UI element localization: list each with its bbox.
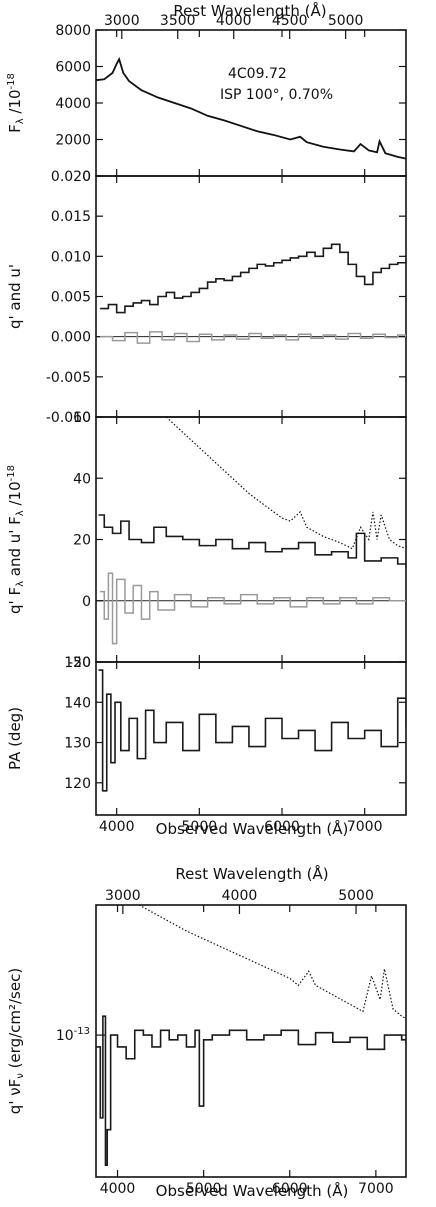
flux-panel: 3000 3500 4000 4500 5000 0 2000 4000 6000 8000 Fλ​… (6, 13, 407, 185)
x-tick-label: 7000 (347, 819, 383, 835)
series-line-0 (98, 669, 406, 792)
y-tick-label: 0 (82, 169, 91, 185)
y-axis-title: q' Fλ​ and u' Fλ​ /10-18​ (6, 465, 26, 614)
position-angle-panel: 4000 5000 6000 7000 120 130 140 150 PA (deg) (6, 655, 407, 835)
series-line-0 (165, 417, 406, 550)
q-u-panel: -0.010 -0.005 0.000 0.005 0.010 0.015 0.020 q' … (6, 169, 407, 426)
x-tick-label: 5000 (182, 819, 218, 835)
x-tick-label: 6000 (272, 1181, 308, 1197)
x-tick-label: 7000 (358, 1181, 394, 1197)
y-tick-label: 0.005 (51, 290, 91, 306)
x-tick-label: 4000 (100, 1181, 136, 1197)
y-tick-label: 0.020 (51, 169, 91, 185)
y-axis-title: PA (deg) (6, 707, 24, 770)
lower-xlabel: Observed Wavelength (Å) (156, 1181, 349, 1200)
y-tick-label: 10-13​ (56, 1026, 90, 1044)
series-group (100, 243, 406, 344)
top-tick-label: 4000 (216, 13, 252, 29)
y-tick-label: 0.010 (51, 249, 91, 265)
top-tick-label: 4500 (272, 13, 308, 29)
y-tick-label: 6000 (55, 60, 91, 76)
top-tick-label: 5000 (328, 13, 364, 29)
series-line-1 (100, 331, 406, 344)
y-tick-label: 0.015 (51, 209, 91, 225)
y-tick-label: 8000 (55, 23, 91, 39)
y-axis-title: q' and u' (6, 264, 24, 329)
y-axis-title: q' νFν​ (erg/cm²/sec) (6, 968, 26, 1114)
y-axis-title: Fλ​ /10-18​ (6, 73, 26, 133)
series-line-1 (98, 514, 406, 568)
polarized-flux-panel: -20 0 20 40 60 q' Fλ​ and u' Fλ​ /10-18​ (6, 410, 407, 671)
source-name: 4C09.72 (228, 66, 287, 82)
top-axis-title: Rest Wavelength (Å) (173, 1, 326, 20)
x-tick-label: 5000 (186, 1181, 222, 1197)
y-tick-label: 4000 (55, 96, 91, 112)
top-tick-label: 5000 (338, 888, 374, 904)
isp-label: ISP 100°, 0.70% (220, 87, 333, 103)
lower-top-axis-title: Rest Wavelength (Å) (175, 864, 328, 883)
y-tick-label: 2000 (55, 133, 91, 149)
x-tick-label: 4000 (99, 819, 135, 835)
plot-frame (95, 29, 407, 177)
y-tick-label: -0.010 (46, 410, 91, 426)
y-tick-label: 0.000 (51, 330, 91, 346)
series-group (98, 669, 406, 792)
plot-frame (95, 175, 407, 418)
upper-figure: Rest Wavelength (Å) 3000 3500 4000 4500 5000… (6, 1, 407, 838)
series-line-0 (100, 243, 406, 314)
series-group (98, 417, 406, 645)
y-tick-label: 0 (82, 594, 91, 610)
series-line-2 (100, 572, 406, 645)
plot-frame (95, 416, 407, 663)
series-group (96, 905, 406, 1166)
y-tick-label: 120 (64, 776, 91, 792)
y-tick-label: 20 (73, 533, 91, 549)
series-line-1 (96, 1015, 406, 1166)
nu-fnu-panel: 4000 5000 6000 7000 3000 4000 5000 10-13​ q' νFν… (6, 888, 407, 1197)
x-tick-label: 6000 (264, 819, 300, 835)
top-tick-label: 3000 (105, 888, 141, 904)
top-tick-label: 4000 (222, 888, 258, 904)
series-line-0 (96, 56, 406, 160)
plot-frame (95, 904, 407, 1178)
upper-xlabel: Observed Wavelength (Å) (156, 819, 349, 838)
y-tick-label: -20 (68, 655, 91, 671)
top-tick-label: 3000 (104, 13, 140, 29)
y-tick-label: 40 (73, 471, 91, 487)
y-tick-label: 150 (64, 655, 91, 671)
y-tick-label: -0.005 (46, 370, 91, 386)
plot-frame (95, 661, 407, 816)
lower-figure: Rest Wavelength (Å) 4000 5000 6000 7000 3000… (6, 864, 407, 1200)
y-tick-label: 60 (73, 410, 91, 426)
series-line-0 (138, 905, 406, 1020)
y-tick-label: 140 (64, 695, 91, 711)
top-tick-label: 3500 (160, 13, 196, 29)
y-tick-label: 130 (64, 736, 91, 752)
series-group (96, 56, 406, 160)
